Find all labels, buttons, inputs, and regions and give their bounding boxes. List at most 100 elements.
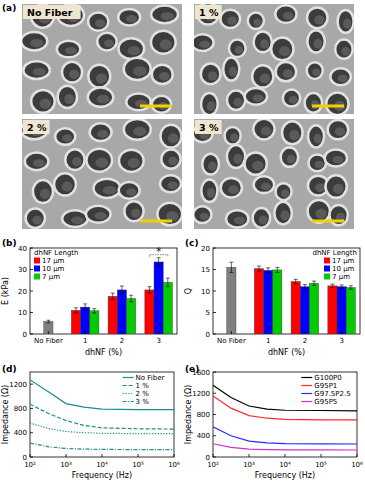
pore-inner	[97, 95, 110, 104]
bar	[337, 287, 346, 334]
pore	[86, 149, 112, 172]
pore	[57, 41, 81, 58]
pore-inner	[289, 130, 299, 140]
pore-inner	[95, 212, 107, 220]
y-tick	[213, 269, 216, 270]
pore-inner	[252, 161, 263, 171]
legend-swatch	[123, 401, 134, 402]
pore-inner	[39, 99, 51, 109]
pore	[281, 148, 298, 167]
y-tick-label: 400	[14, 429, 27, 437]
pore-inner	[233, 98, 242, 107]
x-tick	[268, 331, 269, 334]
pore-inner	[95, 19, 105, 27]
pore-inner	[126, 15, 137, 22]
x-axis-label: Frequency (Hz)	[255, 471, 315, 480]
panel-label: (b)	[2, 238, 17, 248]
pore	[201, 180, 217, 202]
plot-frame	[30, 248, 177, 334]
y-tick-label: 1200	[9, 381, 27, 389]
x-tick	[158, 331, 159, 334]
y-tick	[213, 312, 216, 313]
pore-inner	[40, 189, 50, 199]
pore	[307, 30, 324, 52]
pore	[276, 183, 292, 200]
legend-swatch	[324, 266, 330, 272]
x-tick-label: 10⁴	[279, 461, 291, 469]
x-tick	[249, 454, 250, 457]
pore-inner	[287, 155, 296, 164]
error-bar	[257, 266, 261, 271]
pore	[126, 93, 151, 110]
y-tick-label: 1600	[192, 369, 210, 377]
pore	[330, 68, 351, 85]
pore	[152, 96, 171, 113]
x-tick	[304, 331, 305, 334]
pore-inner	[283, 12, 294, 20]
pore-inner	[315, 209, 326, 219]
pore-inner	[65, 47, 77, 54]
bar	[117, 290, 126, 334]
legend-label: 3 %	[136, 398, 150, 406]
pore	[335, 40, 352, 59]
error-bar	[120, 286, 124, 294]
x-tick	[102, 454, 103, 457]
error-bar	[74, 308, 78, 313]
pore-inner	[313, 39, 322, 49]
pore	[25, 153, 49, 171]
plot-frame	[213, 248, 360, 334]
image-label-box	[195, 5, 222, 19]
bar	[108, 296, 117, 334]
pore	[328, 120, 349, 139]
micrograph-bg	[194, 119, 354, 229]
x-tick	[357, 454, 358, 457]
x-tick	[213, 454, 214, 457]
pore	[62, 62, 82, 83]
x-tick-label: 2	[120, 337, 124, 345]
pore-inner	[97, 130, 108, 138]
pore-inner	[33, 68, 46, 76]
pore-inner	[261, 127, 272, 136]
pore-inner	[69, 70, 79, 79]
pore-inner	[62, 182, 73, 192]
y-tick	[30, 291, 33, 292]
pore	[151, 31, 176, 54]
error-bar	[111, 293, 115, 299]
pore-inner	[133, 66, 146, 76]
plot-frame	[30, 372, 174, 457]
pore-inner	[167, 182, 177, 190]
x-tick-label: 2	[303, 337, 307, 345]
pore-inner	[161, 12, 174, 20]
pore-inner	[333, 184, 344, 194]
pore-inner	[234, 217, 245, 225]
y-tick-label: 800	[197, 411, 210, 419]
pore-inner	[127, 46, 140, 55]
error-bar	[266, 268, 270, 273]
pore-inner	[235, 46, 243, 54]
micrograph	[22, 119, 182, 229]
x-tick-label: 10³	[60, 461, 72, 469]
bar	[154, 262, 163, 334]
legend-label: 2 %	[136, 390, 150, 398]
pore	[86, 206, 111, 223]
legend-label: No Fiber	[136, 374, 165, 382]
image-label: No Fiber	[27, 7, 73, 18]
pore-inner	[30, 39, 43, 47]
pore	[245, 88, 267, 105]
y-axis-label: Q	[184, 288, 193, 294]
y-tick	[30, 248, 33, 249]
pore-inner	[341, 47, 350, 56]
bar	[291, 282, 300, 334]
pore	[276, 62, 297, 81]
x-tick-label: No Fiber	[217, 337, 246, 345]
bar	[346, 288, 355, 334]
x-tick	[85, 331, 86, 334]
x-axis-label: dhNF (%)	[85, 348, 122, 357]
pore-inner	[230, 134, 238, 142]
pore	[88, 88, 114, 107]
legend-title: dhNF Length	[34, 249, 79, 257]
x-tick-label: 10⁶	[351, 461, 363, 469]
y-tick-label: 40	[18, 245, 27, 253]
pore-inner	[280, 210, 289, 220]
pore	[254, 176, 275, 193]
